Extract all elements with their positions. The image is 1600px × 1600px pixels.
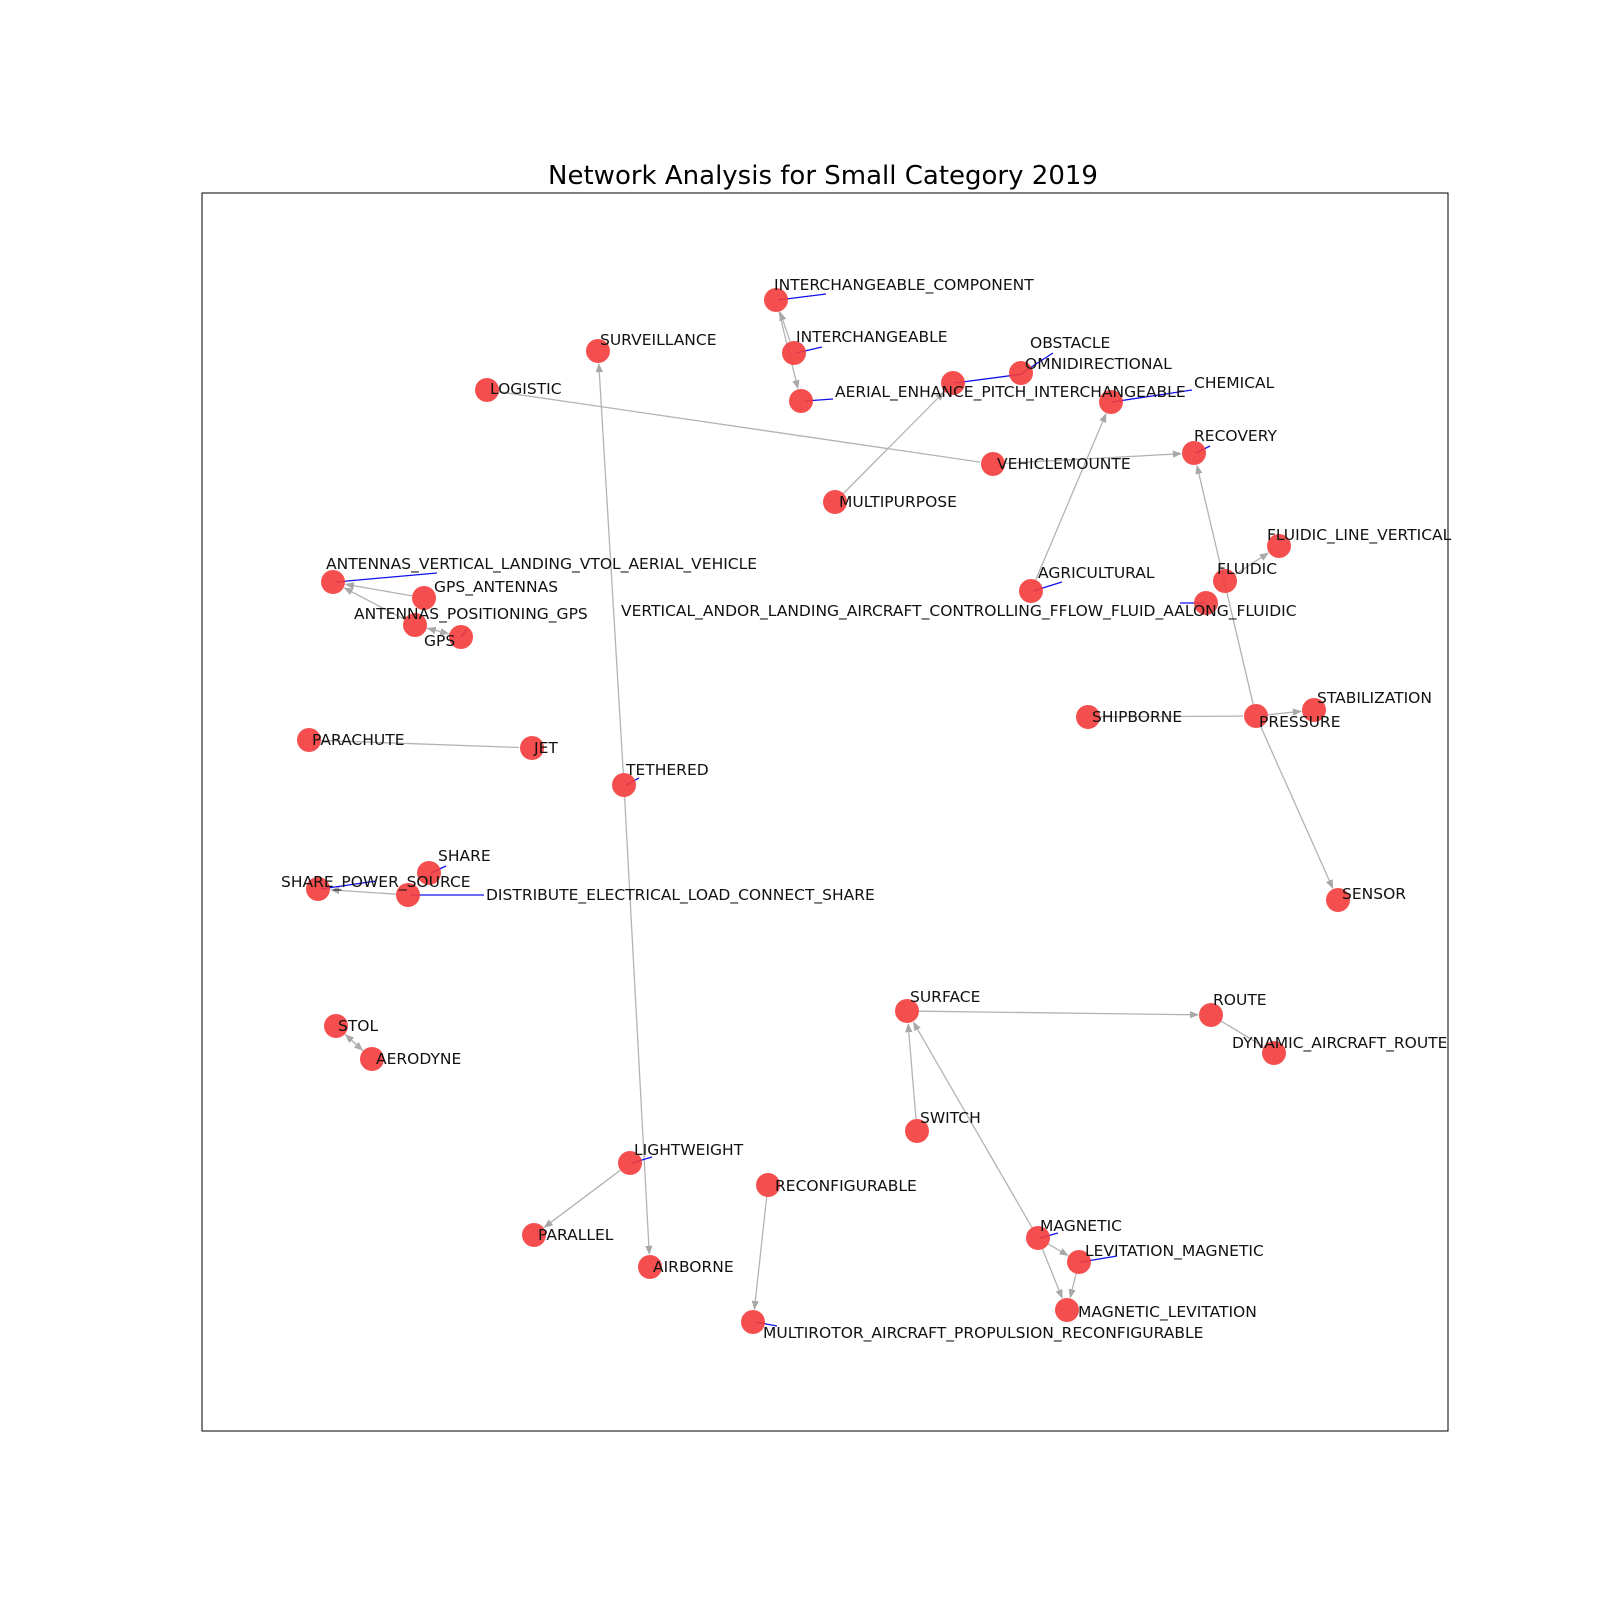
edge-switch-to-surface: [908, 1024, 916, 1119]
node-label-parallel: PARALLEL: [538, 1226, 614, 1244]
node-label-distribute-electrical-load-connect-share: DISTRIBUTE_ELECTRICAL_LOAD_CONNECT_SHARE: [486, 886, 875, 905]
node-label-parachute: PARACHUTE: [312, 731, 405, 749]
node-label-recovery: RECOVERY: [1194, 427, 1277, 445]
node-label-aerodyne: AERODYNE: [376, 1050, 461, 1068]
node-label-gps: GPS: [424, 632, 455, 650]
node-antennas-vertical-landing-vtol-aerial-vehicle[interactable]: [321, 570, 345, 594]
node-label-stol: STOL: [338, 1017, 379, 1035]
labels-layer: INTERCHANGEABLE_COMPONENT INTERCHANGEABLE…: [281, 276, 1452, 1343]
node-label-pressure: PRESSURE: [1259, 713, 1341, 731]
node-label-lightweight: LIGHTWEIGHT: [634, 1141, 744, 1159]
node-label-logistic: LOGISTIC: [490, 380, 562, 398]
node-label-fluidic: FLUIDIC: [1217, 560, 1277, 578]
node-label-dynamic-aircraft-route: DYNAMIC_AIRCRAFT_ROUTE: [1232, 1034, 1447, 1053]
node-label-multirotor-aircraft-propulsion-reconfigurable: MULTIROTOR_AIRCRAFT_PROPULSION_RECONFIGU…: [763, 1324, 1203, 1343]
edge-pressure-to-sensor: [1261, 727, 1333, 888]
node-label-magnetic: MAGNETIC: [1040, 1217, 1122, 1235]
node-label-share: SHARE: [438, 847, 491, 865]
node-label-chemical: CHEMICAL: [1194, 374, 1275, 392]
edge-multipurpose-to-obstacle: [843, 392, 943, 493]
edge-surface-to-route: [919, 1011, 1198, 1015]
node-label-airborne: AIRBORNE: [653, 1258, 734, 1276]
node-label-interchangeable: INTERCHANGEABLE: [796, 328, 948, 346]
edge-agricultural-to-chemical: [1036, 414, 1106, 580]
node-label-fluidic-line-vertical: FLUIDIC_LINE_VERTICAL: [1267, 526, 1452, 545]
label-leaders-layer: [321, 294, 1210, 1326]
edge-levitation-magnetic-to-magnetic-levitation: [1070, 1274, 1076, 1298]
edge-magnetic-to-magnetic-levitation: [1043, 1249, 1063, 1298]
node-label-interchangeable-component: INTERCHANGEABLE_COMPONENT: [774, 276, 1034, 295]
node-label-aerial-enhance-pitch-interchangeable: AERIAL_ENHANCE_PITCH_INTERCHANGEABLE: [835, 383, 1186, 402]
node-label-switch: SWITCH: [920, 1109, 981, 1127]
node-label-share-power-source: SHARE_POWER_SOURCE: [281, 873, 471, 892]
node-aerial-enhance-pitch-interchangeable[interactable]: [789, 389, 813, 413]
node-agricultural[interactable]: [1019, 579, 1043, 603]
node-label-surface: SURFACE: [910, 988, 980, 1006]
node-magnetic-levitation[interactable]: [1055, 1298, 1079, 1322]
node-label-magnetic-levitation: MAGNETIC_LEVITATION: [1078, 1303, 1257, 1322]
node-label-multipurpose: MULTIPURPOSE: [839, 493, 957, 511]
node-multirotor-aircraft-propulsion-reconfigurable[interactable]: [741, 1310, 765, 1334]
node-label-vertical-andor-landing-aircraft-controlling-fflow-fluid-aalong-fluidic: VERTICAL_ANDOR_LANDING_AIRCRAFT_CONTROLL…: [621, 602, 1297, 621]
node-label-agricultural: AGRICULTURAL: [1038, 564, 1155, 582]
node-label-vehiclemounte: VEHICLEMOUNTE: [997, 455, 1131, 473]
edge-lightweight-to-parallel: [544, 1170, 620, 1227]
node-label-antennas-vertical-landing-vtol-aerial-vehicle: ANTENNAS_VERTICAL_LANDING_VTOL_AERIAL_VE…: [326, 555, 757, 574]
node-label-gps-antennas: GPS_ANTENNAS: [434, 578, 558, 597]
edge-tethered-to-airborne: [625, 797, 650, 1254]
node-label-sensor: SENSOR: [1342, 885, 1406, 903]
edge-aerodyne-to-stol: [346, 1035, 364, 1051]
node-label-omnidirectional: OMNIDIRECTIONAL: [1025, 355, 1172, 373]
node-label-stabilization: STABILIZATION: [1317, 689, 1432, 707]
node-label-surveillance: SURVEILLANCE: [600, 331, 717, 349]
node-label-levitation-magnetic: LEVITATION_MAGNETIC: [1085, 1242, 1264, 1261]
label-leader-antennas-vertical-landing-vtol-aerial-vehicle: [336, 573, 437, 582]
node-label-reconfigurable: RECONFIGURABLE: [775, 1177, 917, 1195]
edges-layer: [321, 312, 1333, 1310]
node-label-tethered: TETHERED: [625, 761, 709, 779]
edge-reconfigurable-to-multirotor-aircraft-propulsion-reconfigurable: [754, 1197, 766, 1309]
node-label-route: ROUTE: [1213, 991, 1267, 1009]
edge-magnetic-to-levitation-magnetic: [1048, 1244, 1067, 1255]
chart-title: Network Analysis for Small Category 2019: [548, 161, 1098, 191]
edge-logistic-to-vehiclemounte: [499, 392, 980, 462]
node-label-antennas-positioning-gps: ANTENNAS_POSITIONING_GPS: [354, 605, 588, 624]
node-label-jet: JET: [533, 739, 558, 757]
node-label-obstacle: OBSTACLE: [1030, 334, 1110, 352]
node-label-shipborne: SHIPBORNE: [1092, 708, 1182, 726]
